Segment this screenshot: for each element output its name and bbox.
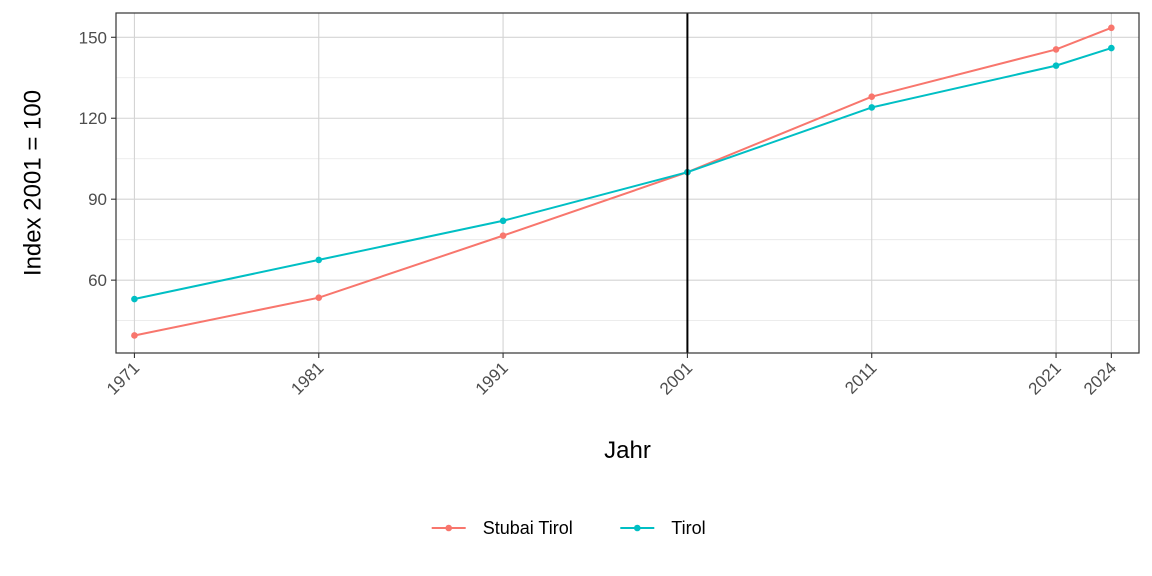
- legend-key-point: [634, 524, 641, 532]
- x-tick-label: 1991: [472, 358, 512, 398]
- data-point: [131, 332, 138, 339]
- data-point: [868, 93, 876, 100]
- legend-item: Stubai Tirol: [431, 518, 573, 538]
- y-axis-title: Index 2001 = 100: [19, 90, 46, 276]
- legend-key-point: [445, 524, 453, 532]
- x-tick-label: 2021: [1025, 358, 1065, 398]
- y-axis-ticks: 60 90 120 150: [79, 28, 116, 290]
- data-point: [499, 217, 507, 225]
- x-tick-label: 2001: [656, 358, 696, 398]
- legend-label: Stubai Tirol: [483, 518, 573, 538]
- y-tick-label: 120: [79, 109, 107, 128]
- plot-panel-border: [115, 12, 1140, 354]
- minor-gridlines: [116, 77, 1139, 322]
- data-point: [1108, 24, 1115, 32]
- legend-label: Tirol: [671, 518, 705, 538]
- legend-item: Tirol: [620, 518, 706, 538]
- x-tick-label: 1971: [103, 358, 143, 398]
- series-layer: [131, 24, 1115, 339]
- x-tick-label: 2011: [841, 358, 880, 397]
- data-point: [315, 294, 323, 301]
- y-tick-label: 90: [88, 190, 107, 209]
- legend: Stubai Tirol Tirol: [431, 518, 706, 538]
- data-point: [1052, 46, 1060, 53]
- series-line: [134, 47, 1112, 301]
- x-axis-title: Jahr: [604, 437, 651, 464]
- data-point: [868, 104, 876, 111]
- series-stubai-tirol: [131, 24, 1115, 339]
- y-tick-label: 150: [79, 28, 107, 47]
- series-line: [134, 26, 1112, 337]
- x-tick-label: 2024: [1080, 358, 1120, 398]
- x-axis-ticks: 1971 1981 1991 2001 2011 2021 2024: [103, 353, 1120, 399]
- data-point: [1052, 62, 1060, 69]
- data-point: [131, 295, 138, 303]
- data-point: [1108, 44, 1115, 52]
- data-point: [315, 256, 323, 264]
- data-point: [499, 232, 507, 239]
- series-tirol: [131, 44, 1115, 303]
- x-tick-label: 1981: [287, 358, 327, 398]
- major-gridlines: [116, 13, 1139, 353]
- y-tick-label: 60: [88, 271, 107, 290]
